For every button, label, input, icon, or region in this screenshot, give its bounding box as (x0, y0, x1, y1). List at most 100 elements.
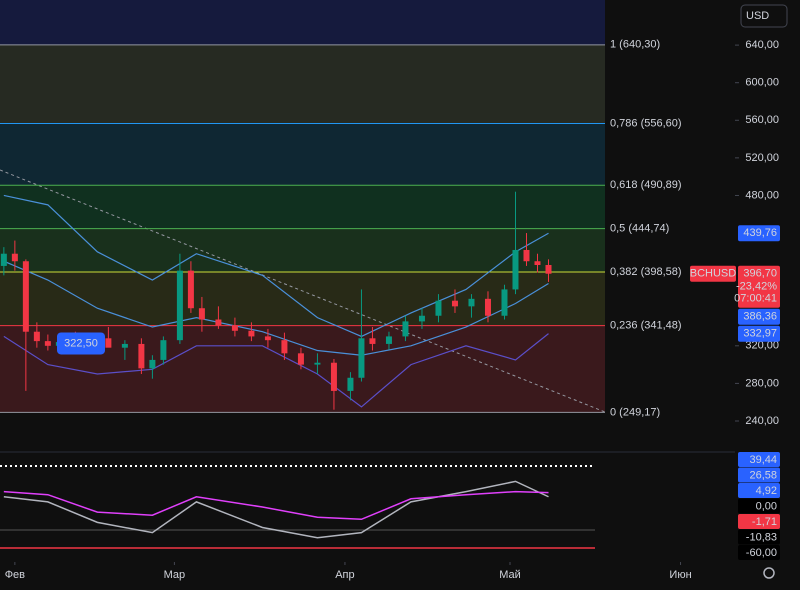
oscillator-line (3, 490, 549, 521)
candle-body (468, 298, 475, 307)
osc-badge (738, 498, 780, 514)
fib-zone (0, 228, 605, 272)
candle-body (176, 270, 183, 341)
candle-body (435, 300, 442, 316)
osc-badge-label: 39,44 (749, 454, 777, 466)
fib-zone (0, 185, 605, 229)
annotation-label: 322,50 (64, 337, 98, 349)
y-tick-label: 600,00 (745, 77, 779, 89)
candle-body (418, 315, 425, 322)
y-tick-label: 320,00 (745, 340, 779, 352)
osc-badge-label: 26,58 (749, 469, 777, 481)
fib-zone (0, 44, 605, 124)
annotation-bg (57, 332, 105, 355)
price-badge-label: 396,70 (743, 268, 777, 280)
candle-body (44, 341, 51, 346)
candle-body (523, 249, 530, 262)
band-middle (3, 260, 549, 356)
y-tick-label: 520,00 (745, 152, 779, 164)
candle-body (402, 321, 409, 337)
fib-label: 0,382 (398,58) (610, 266, 682, 278)
osc-badge-label: 0,00 (756, 500, 777, 512)
price-badge (738, 225, 780, 242)
candle-body (534, 261, 541, 265)
price-badge-label: 332,97 (743, 328, 777, 340)
candle-body (297, 353, 304, 365)
band-upper (3, 194, 549, 338)
candle-body (385, 336, 392, 344)
countdown-label: 07:00:41 (734, 293, 777, 305)
candle-body (0, 253, 7, 266)
osc-badge-label: -60,00 (746, 547, 777, 559)
osc-badge-label: -1,71 (752, 516, 777, 528)
candle-body (215, 319, 222, 326)
osc-badge-label: 4,92 (756, 485, 777, 497)
x-tick-label: Фев (5, 569, 25, 581)
currency[interactable]: USD (746, 10, 769, 22)
oscillator-line (3, 480, 549, 539)
fib-label: 0 (249,17) (610, 406, 660, 418)
osc-badge (738, 467, 780, 483)
symbol-label: BCHUSD (690, 268, 737, 280)
candle-body (248, 330, 255, 337)
candle-body (138, 343, 145, 369)
candle-body (11, 253, 18, 262)
y-tick-label: 480,00 (745, 189, 779, 201)
candle-body (369, 338, 376, 344)
candle-body (160, 340, 167, 360)
usd-button-bg[interactable] (740, 4, 788, 28)
osc-badge (738, 483, 780, 498)
osc-badge (738, 514, 780, 529)
y-tick-label: 640,00 (745, 39, 779, 51)
y-tick-label: 280,00 (745, 377, 779, 389)
fib-label: 0,618 (490,89) (610, 179, 682, 191)
osc-badge (738, 452, 780, 467)
osc-badge (738, 529, 780, 545)
candle-body (281, 340, 288, 354)
fib-zone (0, 0, 605, 45)
candle-body (33, 331, 40, 342)
candle-body (347, 377, 354, 391)
fib-zone (0, 123, 605, 186)
price-badge (738, 265, 780, 308)
osc-badge (738, 545, 780, 560)
candle-body (231, 325, 238, 331)
candle-body (22, 261, 29, 332)
y-tick-label: 560,00 (745, 114, 779, 126)
candle-body (358, 338, 365, 378)
price-badge-label: 439,76 (743, 227, 777, 239)
candle-body (512, 249, 519, 290)
settings-icon[interactable] (763, 567, 775, 579)
candle-body (484, 298, 491, 316)
candle-body (451, 300, 458, 307)
symbol-badge (690, 265, 736, 282)
candle-body (330, 362, 337, 391)
price-badge (738, 325, 780, 342)
x-tick-label: Май (499, 569, 521, 581)
candle-body (264, 336, 271, 341)
trend-line (0, 169, 606, 413)
band-lower (3, 333, 549, 408)
x-tick-label: Апр (335, 569, 354, 581)
candle-body (501, 289, 508, 316)
fib-label: 0,786 (556,60) (610, 117, 682, 129)
x-tick-label: Мар (164, 569, 186, 581)
candle-body (198, 308, 205, 320)
x-tick-label: Июн (669, 569, 691, 581)
y-tick-label: 240,00 (745, 415, 779, 427)
change-label: -23,42% (736, 281, 777, 293)
candle-body (314, 362, 321, 365)
osc-badge-label: -10,83 (746, 531, 777, 543)
fib-label: 0,5 (444,74) (610, 222, 669, 234)
fib-label: 1 (640,30) (610, 39, 660, 51)
candle-body (187, 270, 194, 309)
fib-label: 0,236 (341,48) (610, 320, 682, 332)
candle-body (105, 338, 112, 348)
usd-button[interactable]: USD (740, 4, 788, 28)
price-badge-label: 386,36 (743, 311, 777, 323)
price-badge (738, 308, 780, 325)
candle-body (121, 343, 128, 348)
candle-body (545, 264, 552, 274)
candle-body (149, 359, 156, 369)
